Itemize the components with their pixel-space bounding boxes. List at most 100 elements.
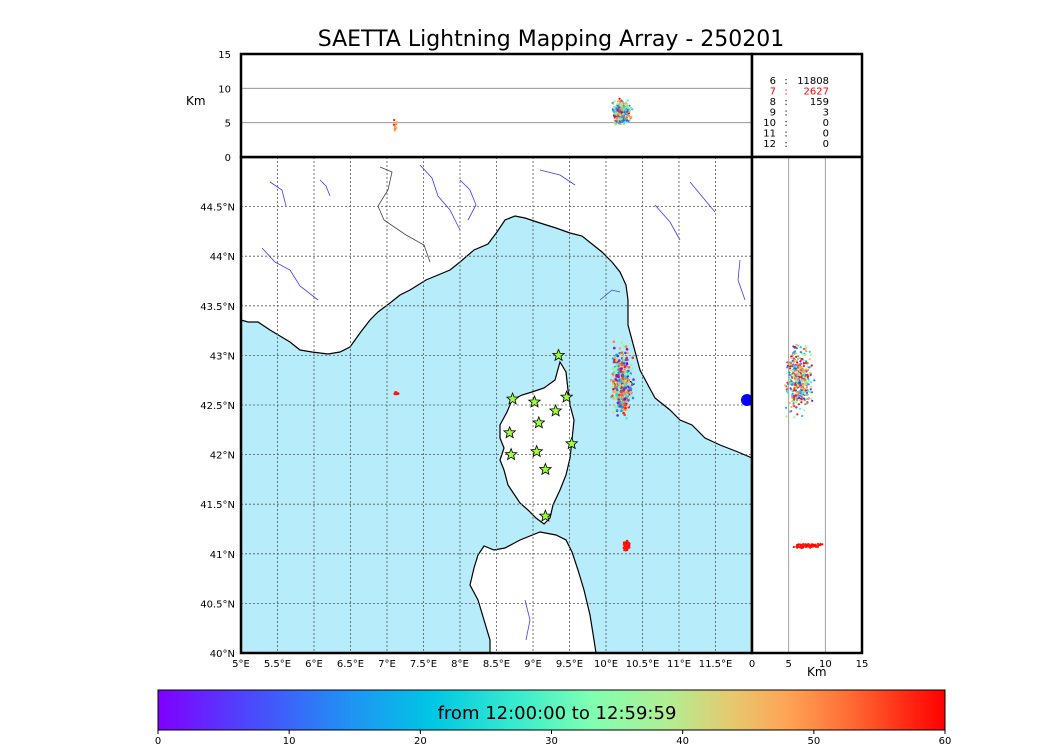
- colorbar-tick-label: 10: [283, 736, 296, 747]
- lightning-source-point: [620, 341, 623, 344]
- altitude-label: 10: [763, 118, 776, 129]
- lightning-source-point: [627, 366, 631, 369]
- lightning-source-point: [625, 348, 629, 351]
- lightning-source-point: [615, 366, 618, 369]
- lightning-source-point: [628, 373, 632, 377]
- alt-lat-point: [803, 543, 806, 546]
- alt-lat-point: [798, 365, 801, 368]
- lightning-source-point: [625, 547, 629, 550]
- alt-lat-frame: [750, 155, 864, 655]
- altitude-label: 6: [770, 76, 776, 87]
- lightning-source-point: [632, 378, 635, 381]
- borders: [377, 166, 431, 263]
- altitude-label: 8: [770, 97, 776, 108]
- alt-lat-point: [790, 389, 793, 392]
- alt-lat-panel: 0 5 10 15 Km: [741, 155, 868, 679]
- map-y-tick-label: 40°N: [210, 649, 235, 660]
- alt-lat-point: [792, 360, 795, 363]
- alt-lat-point: [805, 391, 809, 394]
- alt-lat-point: [805, 346, 808, 350]
- lightning-source-point: [625, 356, 629, 360]
- alt-lat-point: [801, 414, 804, 418]
- lma-station-star: [529, 444, 544, 458]
- lightning-source-point: [616, 396, 620, 399]
- lightning-source-point: [616, 414, 619, 417]
- lightning-source-point: [617, 368, 620, 371]
- alt-lat-point: [786, 387, 789, 390]
- altitude-separator: :: [784, 87, 787, 98]
- alt-lat-point: [802, 362, 805, 365]
- alt-lat-point: [807, 390, 810, 393]
- lightning-source-point: [627, 391, 630, 395]
- map-y-tick-label: 42°N: [210, 451, 235, 462]
- alt-lat-point: [809, 353, 812, 356]
- lma-station-star: [532, 415, 546, 429]
- lon-alt-y-tick-label: 10: [218, 84, 231, 95]
- lightning-source-point: [623, 365, 627, 369]
- alt-lat-point: [800, 389, 804, 392]
- map-y-tick-label: 44°N: [210, 252, 235, 263]
- alt-lat-point: [811, 545, 814, 548]
- colorbar-gradient: [157, 689, 946, 731]
- map-x-tick-label: 11°E: [667, 659, 691, 670]
- alt-lat-point: [804, 361, 807, 365]
- map-panel: 5°E 5.5°E 6°E 6.5°E 7°E 7.5°E 8°E 8.5°E 9°E 9.5°E…: [200, 155, 754, 670]
- alt-lat-point: [795, 355, 798, 358]
- map-x-tick-label: 9°E: [524, 659, 542, 670]
- lightning-source-point: [624, 384, 628, 387]
- alt-lat-point: [799, 543, 803, 547]
- lma-station-star: [504, 447, 518, 461]
- map-x-tick-label: 5°E: [232, 659, 250, 670]
- alt-lat-point: [800, 380, 803, 384]
- lightning-source-point: [620, 401, 624, 404]
- alt-lat-point: [800, 386, 803, 389]
- altitude-count: 159: [810, 97, 829, 108]
- alt-lat-point: [790, 356, 793, 360]
- rivers: [261, 164, 746, 641]
- lon-alt-point: [613, 100, 616, 103]
- lightning-source-point: [621, 384, 624, 387]
- lightning-source-point: [617, 362, 621, 365]
- lightning-source-point: [625, 394, 628, 398]
- lon-alt-point: [614, 108, 617, 111]
- lon-alt-point: [626, 113, 629, 116]
- alt-lat-point: [797, 373, 800, 376]
- lon-alt-y-tick-label: 5: [225, 119, 231, 130]
- altitude-separator: :: [784, 76, 787, 87]
- lightning-source-point: [617, 371, 620, 374]
- lightning-source-point: [615, 373, 618, 377]
- alt-lat-point: [802, 375, 805, 378]
- alt-lat-point: [784, 406, 788, 409]
- lightning-source-point: [623, 398, 626, 401]
- lon-alt-point: [626, 119, 629, 122]
- lightning-source-point: [625, 416, 628, 420]
- alt-lat-point: [807, 383, 810, 386]
- alt-lat-point: [796, 384, 799, 387]
- map-y-tick-label: 43°N: [210, 351, 235, 362]
- alt-lat-point: [792, 375, 795, 378]
- alt-lat-point: [803, 397, 806, 400]
- alt-lat-point: [793, 373, 797, 376]
- alt-lat-point: [798, 396, 801, 399]
- lightning-source-point: [613, 356, 617, 359]
- lightning-source-point: [628, 386, 632, 390]
- alt-lat-point: [791, 364, 794, 367]
- lon-alt-point: [621, 114, 625, 117]
- alt-lat-point: [798, 399, 802, 402]
- alt-lat-point: [792, 545, 796, 549]
- alt-lat-point: [790, 394, 794, 397]
- lightning-source-point: [624, 345, 628, 348]
- alt-lat-point: [800, 401, 803, 404]
- alt-lat-point: [793, 350, 797, 353]
- altitude-count: 0: [823, 129, 829, 140]
- lightning-source-point: [630, 367, 634, 370]
- lightning-source-point: [622, 387, 626, 391]
- alt-lat-point: [805, 398, 808, 401]
- alt-lat-point: [808, 379, 811, 382]
- alt-lat-point: [799, 346, 802, 349]
- alt-lat-point: [788, 373, 791, 376]
- alt-lat-point: [797, 545, 800, 549]
- lightning-source-point: [620, 367, 623, 371]
- sardinia-island: [469, 531, 597, 653]
